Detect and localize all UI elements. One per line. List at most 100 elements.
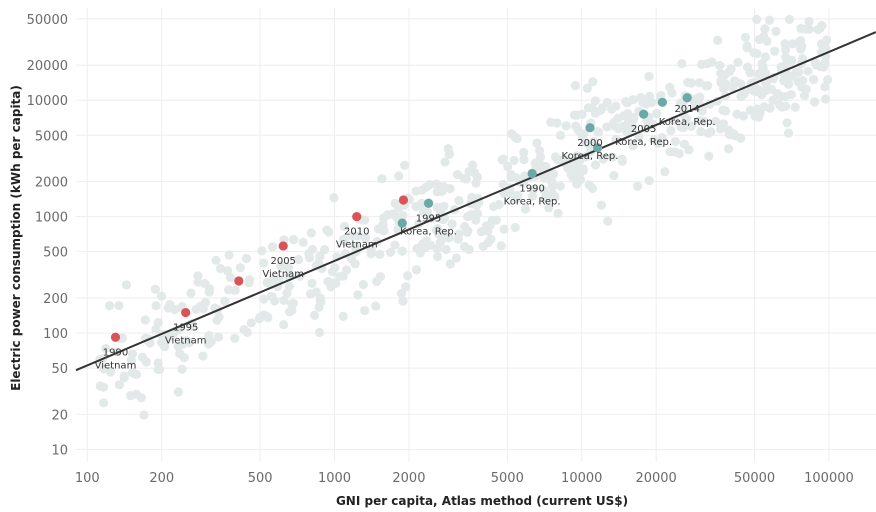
background-point bbox=[602, 122, 612, 132]
background-point bbox=[198, 351, 208, 361]
background-point bbox=[782, 118, 792, 128]
background-point bbox=[527, 191, 538, 201]
background-point bbox=[796, 35, 806, 46]
background-point bbox=[114, 380, 124, 390]
background-point bbox=[288, 235, 299, 245]
background-point bbox=[95, 381, 105, 391]
background-point bbox=[451, 253, 461, 263]
x-tick-label: 50000 bbox=[734, 471, 775, 486]
background-point bbox=[398, 296, 408, 306]
background-point bbox=[510, 222, 520, 233]
y-tick-label: 20 bbox=[51, 408, 68, 423]
background-point bbox=[571, 164, 581, 174]
background-point bbox=[220, 296, 230, 306]
background-point bbox=[371, 301, 381, 311]
background-point bbox=[440, 157, 450, 167]
background-point bbox=[719, 84, 729, 94]
background-point bbox=[736, 79, 746, 89]
background-point bbox=[577, 130, 587, 140]
y-axis-ticks: 10 20 50 100 200 500 1000 2000 5000 10000 20000 500… bbox=[27, 13, 68, 459]
background-point bbox=[258, 258, 269, 268]
background-point bbox=[777, 102, 787, 112]
background-point bbox=[425, 180, 435, 190]
annotation-year: 2000 bbox=[577, 138, 602, 149]
background-point bbox=[241, 253, 252, 264]
background-point bbox=[150, 284, 160, 294]
background-point bbox=[350, 259, 360, 269]
background-point bbox=[298, 237, 308, 247]
background-point bbox=[338, 311, 348, 321]
background-point bbox=[593, 127, 604, 137]
background-point bbox=[588, 77, 598, 87]
background-point bbox=[347, 231, 357, 241]
annotation-year: 1995 bbox=[416, 213, 441, 224]
background-point bbox=[784, 14, 795, 25]
background-point bbox=[418, 206, 429, 217]
background-point bbox=[776, 91, 786, 101]
background-point bbox=[121, 280, 132, 290]
y-axis-title: Electric power consumption (kWh per capi… bbox=[9, 85, 23, 391]
background-point bbox=[443, 144, 453, 154]
background-point bbox=[411, 265, 422, 275]
point-vietnam bbox=[278, 241, 288, 251]
background-point bbox=[752, 48, 762, 59]
background-point bbox=[175, 348, 185, 359]
background-point bbox=[540, 192, 551, 203]
annotation-country: Korea, Rep. bbox=[504, 196, 561, 207]
background-point bbox=[660, 167, 670, 177]
background-point bbox=[394, 171, 404, 181]
point-vietnam bbox=[352, 212, 362, 222]
background-point bbox=[719, 119, 729, 129]
y-tick-label: 20000 bbox=[27, 59, 68, 74]
background-point bbox=[494, 199, 504, 210]
background-point bbox=[212, 315, 222, 325]
background-point bbox=[464, 245, 474, 255]
background-point bbox=[681, 114, 692, 124]
background-point bbox=[483, 237, 494, 248]
background-point bbox=[628, 122, 638, 133]
background-point bbox=[257, 246, 267, 256]
background-point bbox=[736, 133, 746, 143]
background-point bbox=[322, 225, 332, 235]
annotation-year: 2005 bbox=[631, 124, 656, 135]
background-point bbox=[114, 300, 124, 311]
background-point bbox=[675, 98, 686, 108]
background-point bbox=[452, 170, 463, 180]
background-point bbox=[713, 35, 723, 45]
point-vietnam bbox=[110, 332, 121, 342]
background-point bbox=[799, 91, 810, 101]
background-point bbox=[519, 155, 529, 165]
point-vietnam bbox=[234, 276, 244, 286]
background-point bbox=[556, 130, 566, 140]
background-point bbox=[701, 81, 711, 91]
background-point bbox=[401, 282, 411, 292]
background-point bbox=[782, 72, 792, 82]
annotation-country: Korea, Rep. bbox=[659, 117, 716, 128]
background-point bbox=[328, 278, 338, 288]
background-point bbox=[820, 94, 831, 104]
x-tick-label: 100000 bbox=[804, 471, 854, 486]
background-point bbox=[665, 82, 675, 93]
background-point bbox=[287, 299, 297, 309]
x-tick-label: 1000 bbox=[318, 471, 351, 486]
background-point bbox=[665, 147, 675, 157]
background-point bbox=[139, 410, 149, 420]
background-point bbox=[432, 251, 443, 262]
background-point bbox=[764, 15, 775, 25]
background-point bbox=[577, 109, 587, 120]
background-point bbox=[153, 364, 163, 375]
background-point bbox=[460, 221, 470, 232]
background-point bbox=[808, 75, 819, 85]
background-point bbox=[259, 294, 269, 304]
background-point bbox=[375, 272, 386, 282]
background-point bbox=[771, 26, 781, 37]
background-point bbox=[230, 285, 240, 296]
y-tick-label: 10 bbox=[51, 443, 68, 458]
annotation-country: Vietnam bbox=[262, 269, 304, 280]
background-point bbox=[131, 369, 142, 379]
background-point bbox=[339, 221, 350, 231]
background-point bbox=[677, 59, 687, 69]
background-point bbox=[353, 290, 363, 300]
background-point bbox=[441, 244, 451, 255]
background-point bbox=[415, 248, 425, 258]
